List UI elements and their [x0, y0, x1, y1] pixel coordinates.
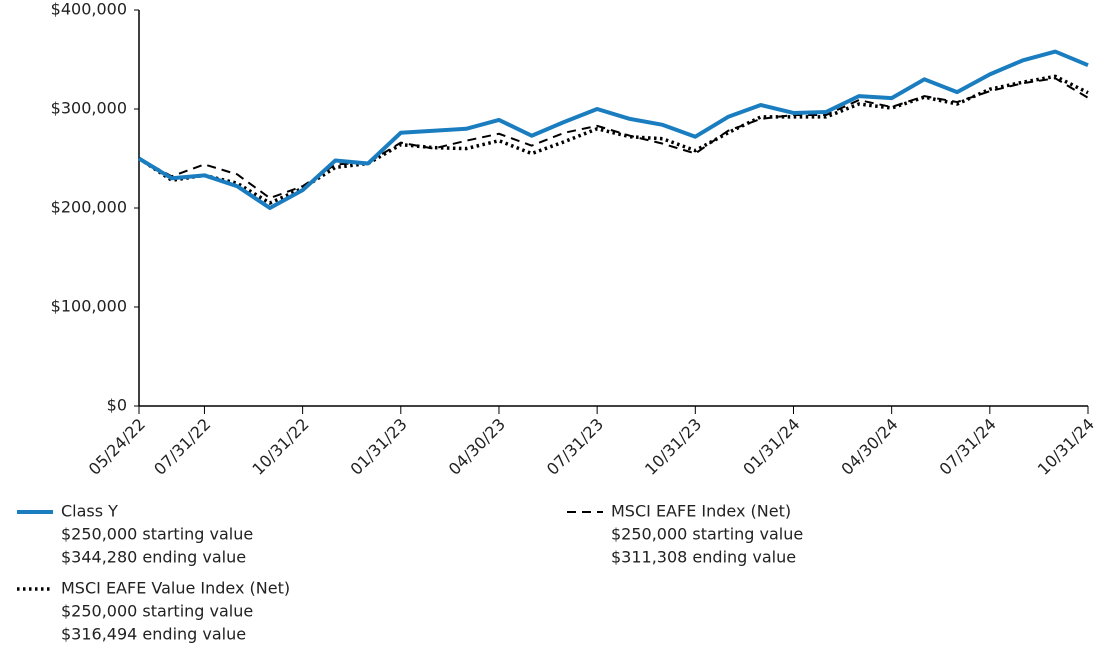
y-tick-label: $100,000 [51, 297, 127, 316]
x-tick-label: 01/31/23 [347, 415, 411, 479]
legend-start: $250,000 starting value [611, 525, 803, 544]
series-line [137, 49, 1089, 210]
y-tick-label: $200,000 [51, 198, 127, 217]
series-line [138, 77, 1089, 200]
x-tick-label: 10/31/22 [248, 415, 312, 479]
legend-label: MSCI EAFE Index (Net) [611, 502, 791, 521]
x-tick-label: 07/31/23 [543, 415, 607, 479]
x-tick-label: 07/31/22 [150, 415, 214, 479]
y-tick-label: $0 [107, 396, 127, 415]
x-tick-label: 04/30/24 [837, 415, 901, 479]
y-tick-label: $400,000 [51, 0, 127, 19]
series-line [138, 74, 1089, 205]
x-tick-label: 01/31/24 [739, 415, 803, 479]
x-tick-label: 10/31/24 [1034, 415, 1098, 479]
x-tick-label: 04/30/23 [445, 415, 509, 479]
x-tick-label: 05/24/22 [85, 415, 149, 479]
legend-end: $344,280 ending value [61, 548, 246, 567]
y-tick-label: $300,000 [51, 99, 127, 118]
legend-start: $250,000 starting value [61, 602, 253, 621]
legend-label: Class Y [61, 502, 118, 521]
legend-start: $250,000 starting value [61, 525, 253, 544]
x-tick-label: 10/31/23 [641, 415, 705, 479]
legend-end: $311,308 ending value [611, 548, 796, 567]
x-tick-label: 07/31/24 [936, 415, 1000, 479]
legend-end: $316,494 ending value [61, 625, 246, 644]
legend-label: MSCI EAFE Value Index (Net) [61, 579, 290, 598]
